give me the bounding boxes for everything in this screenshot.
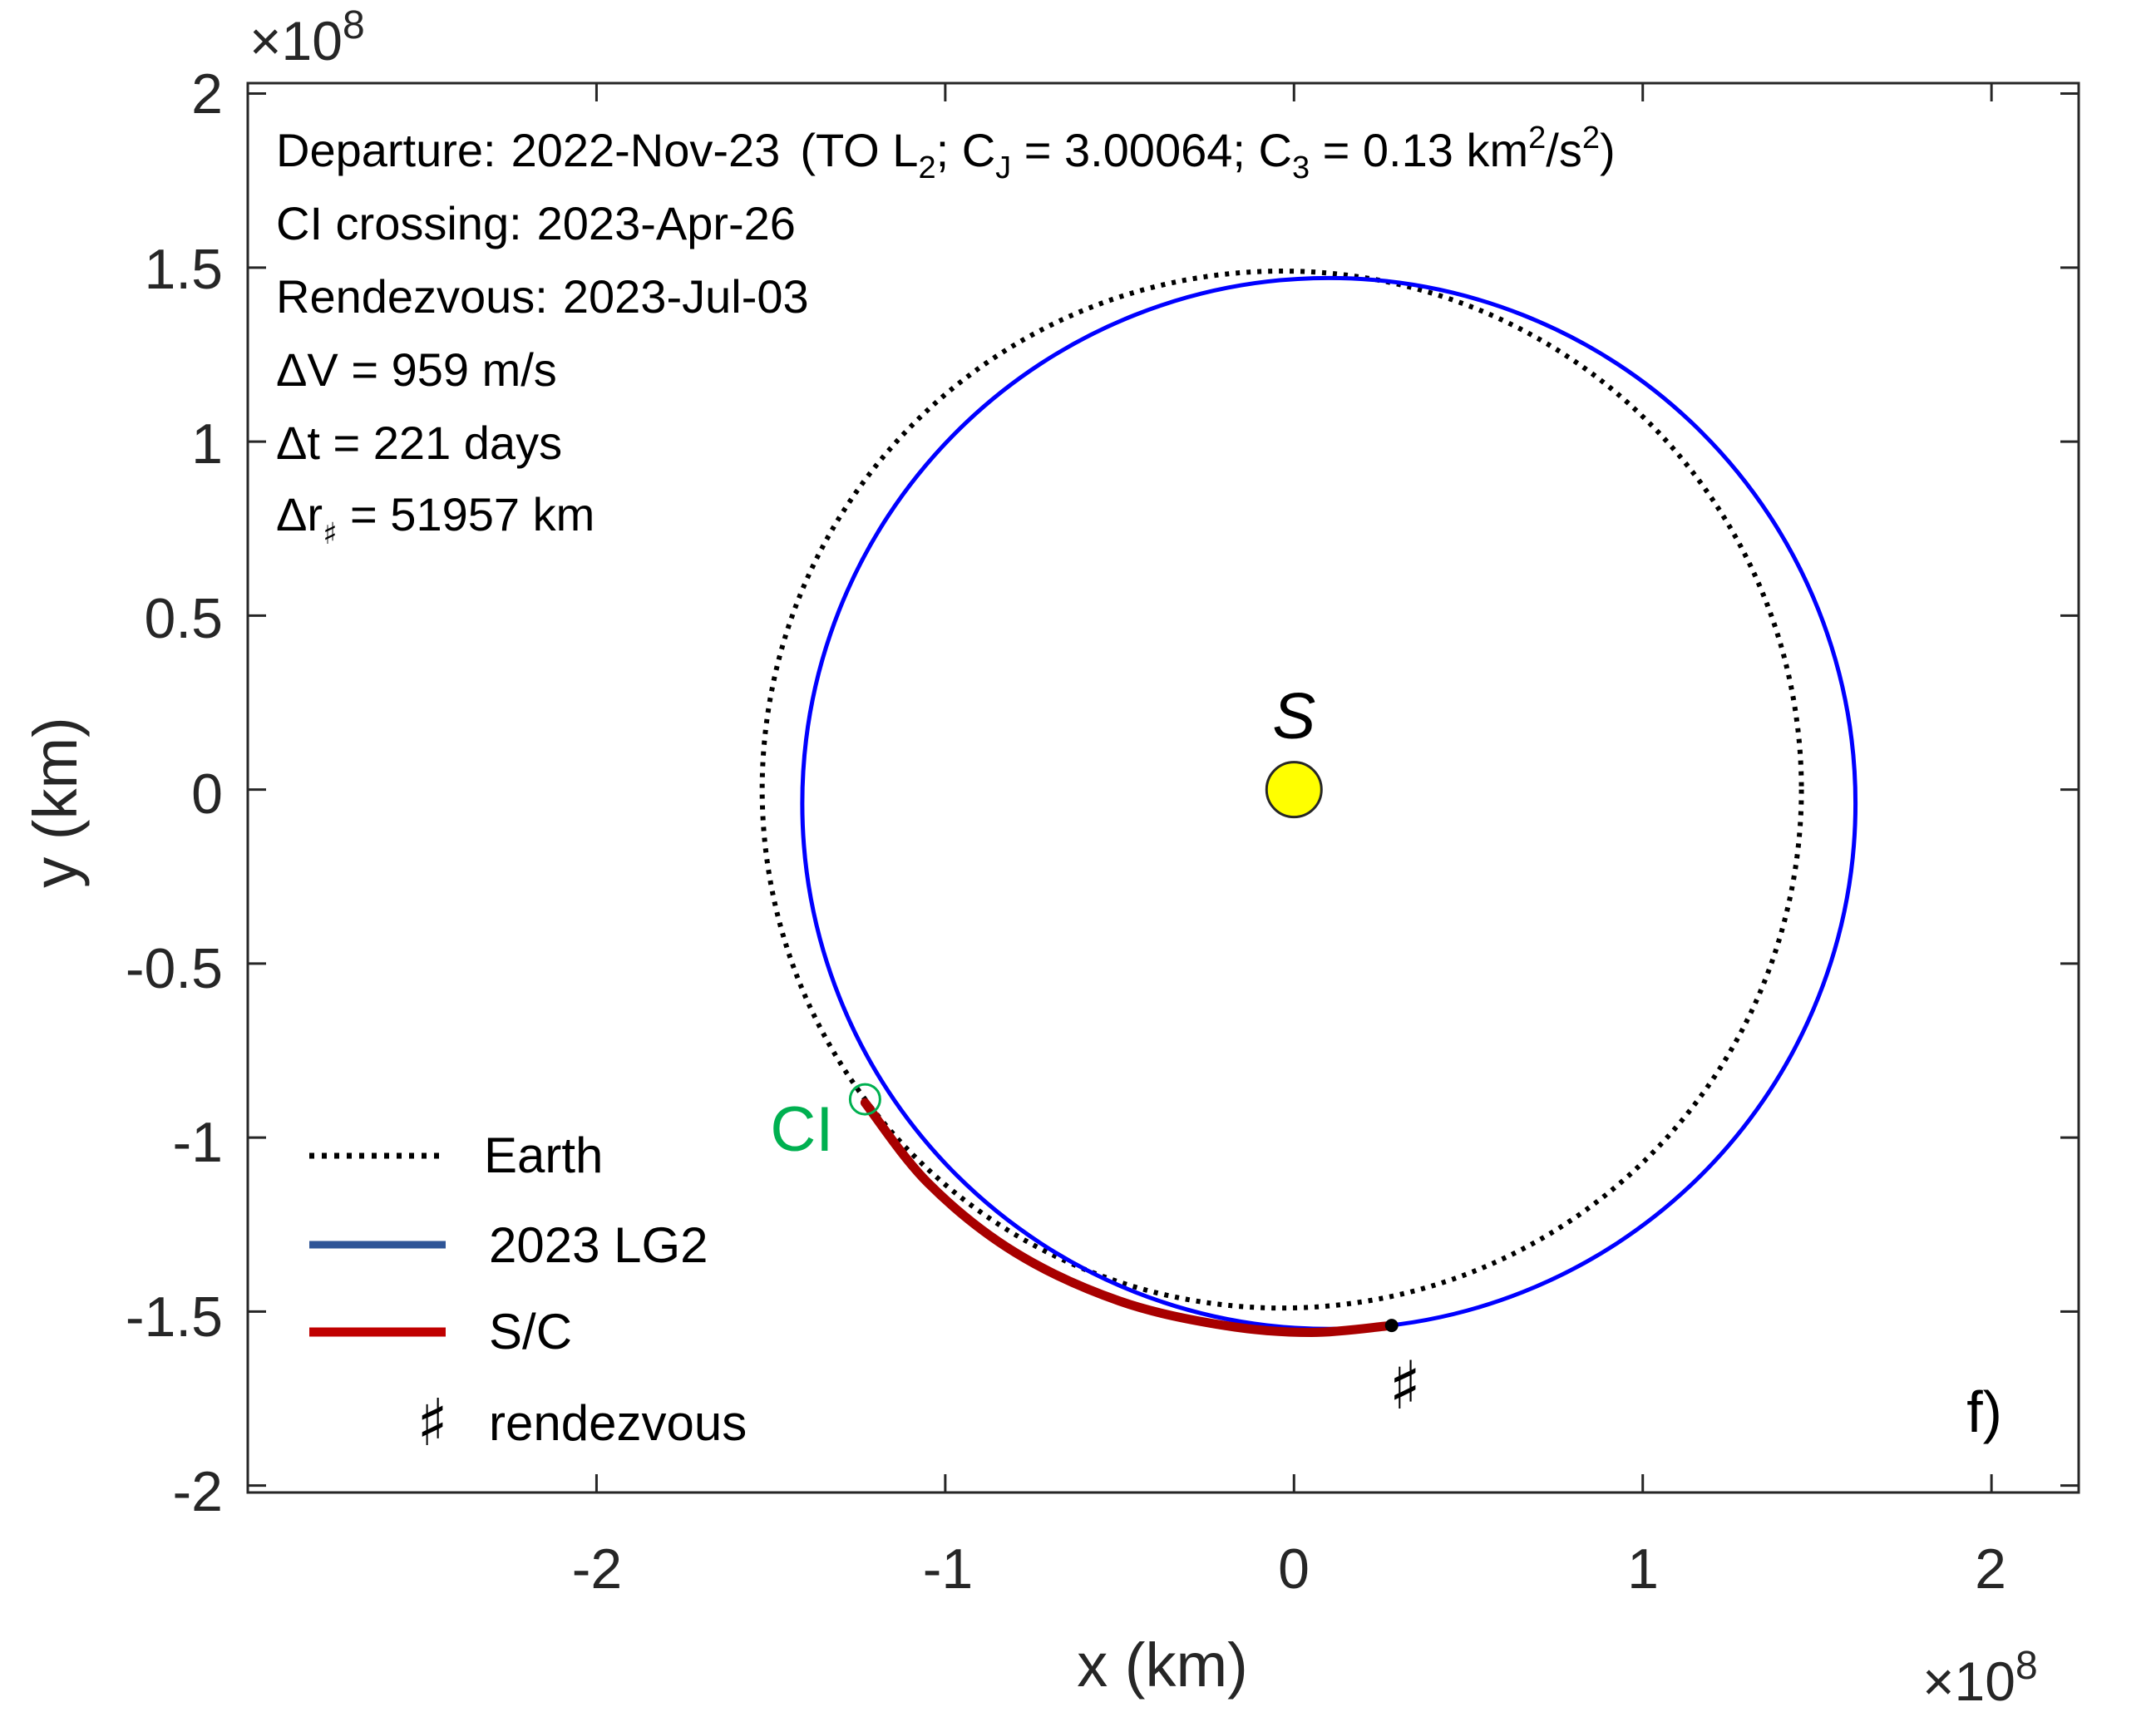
lg2-orbit-line [800,275,1858,1331]
x-tick-label: 0 [1278,1537,1310,1601]
y-tick-label: -1 [173,1111,223,1174]
y-tick-label: 0 [191,762,223,826]
ci-crossing-marker [848,1083,881,1116]
delta-r-line: Δr♯ = 51957 km [276,488,595,551]
legend-label-lg2: 2023 LG2 [489,1217,708,1273]
x-tick-label: 1 [1627,1537,1659,1601]
y-tick-label: 0.5 [144,587,223,650]
rendezvous-line: Rendezvous: 2023-Jul-03 [276,270,809,323]
y-tick-label: 1 [191,412,223,476]
y-tick-labels: 2 1.5 1 0.5 0 -0.5 -1 -1.5 -2 [126,62,223,1523]
annotation-block: Departure: 2022-Nov-23 (TO L2; CJ = 3.0006… [276,121,1616,551]
legend-label-earth: Earth [484,1127,603,1183]
y-tick-label: -1.5 [126,1285,223,1349]
panel-label: f) [1966,1379,2002,1444]
rendezvous-dot [1384,1319,1399,1333]
earth-orbit-line [759,269,1804,1311]
x-tick-label: 2 [1975,1537,2006,1601]
y-tick-label: 2 [191,62,223,126]
x-tick-labels: -2 -1 0 1 2 [572,1537,2006,1601]
ci-crossing-line: CI crossing: 2023-Apr-26 [276,197,796,249]
delta-t-line: Δt = 221 days [276,417,562,469]
y-axis-label: y (km) [21,717,90,888]
ci-label: CI [770,1094,833,1165]
x-axis-label: x (km) [1077,1631,1248,1700]
sun-label: S [1272,679,1315,752]
y-axis-multiplier: ×108 [249,3,365,72]
x-tick-label: -2 [572,1537,622,1601]
x-tick-label: -1 [923,1537,973,1601]
rendezvous-symbol: ♯ [1389,1347,1421,1424]
sun-marker [1265,761,1323,819]
x-axis-multiplier: ×108 [1922,1644,2038,1712]
legend-swatch-rendezvous: ♯ [417,1386,448,1461]
legend-label-sc: S/C [489,1304,572,1359]
sc-trajectory-line [860,1098,1397,1337]
axis-ticks [248,83,2079,1493]
y-tick-label: 1.5 [144,238,223,301]
delta-v-line: ΔV = 959 m/s [276,343,557,396]
y-tick-label: -2 [173,1460,223,1523]
departure-line: Departure: 2022-Nov-23 (TO L2; CJ = 3.0006… [276,121,1616,185]
legend-label-rendezvous: rendezvous [489,1395,747,1451]
legend: ♯ Earth 2023 LG2 S/C rendezvous [309,1127,747,1461]
y-tick-label: -0.5 [126,937,223,1000]
plot-area [246,81,2080,1494]
